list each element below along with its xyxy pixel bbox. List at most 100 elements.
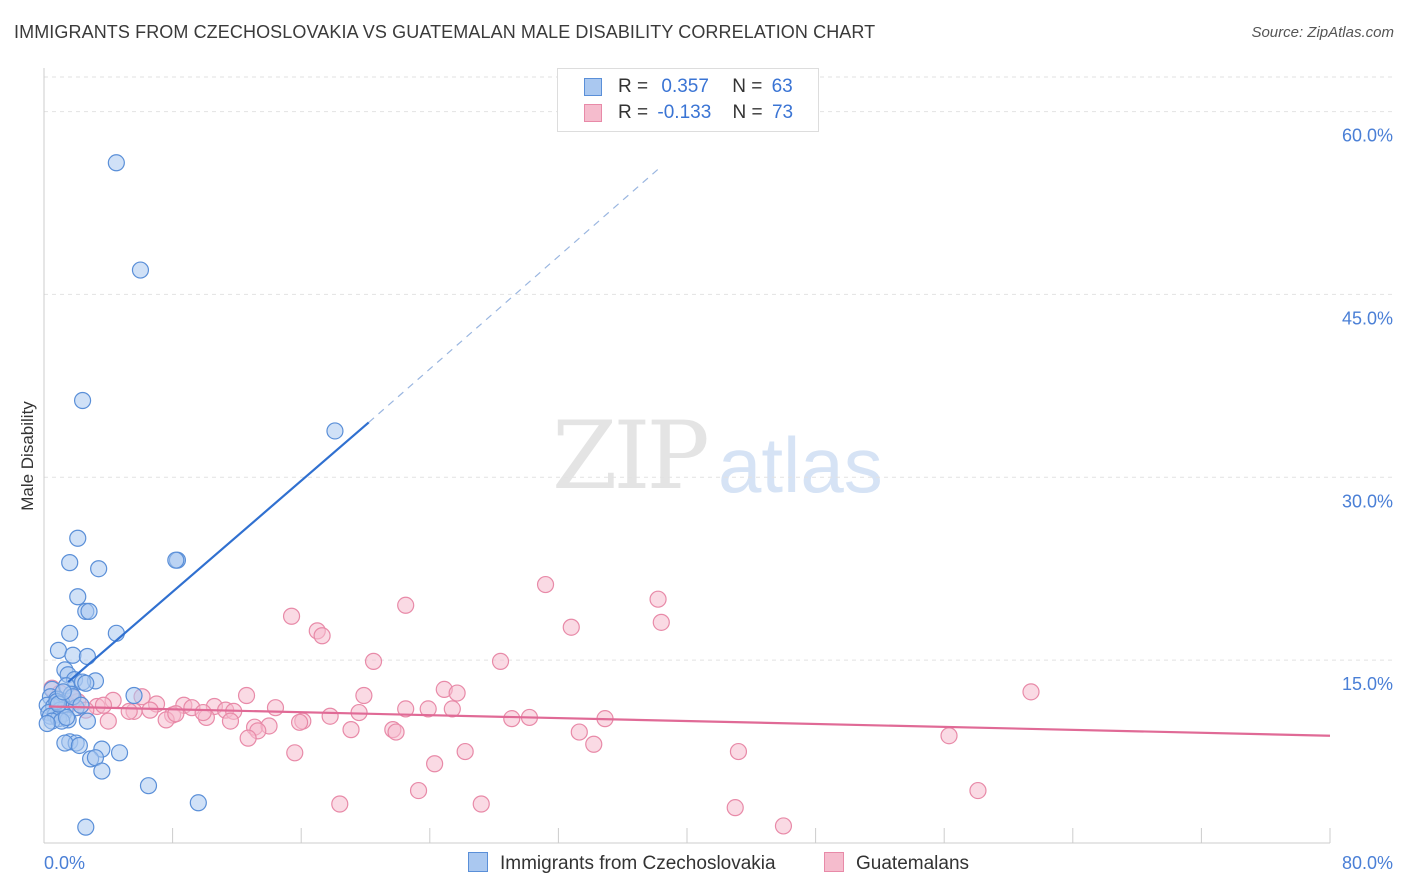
guatemalans-point [649,590,667,608]
guatemalans-point [387,723,405,741]
bottom-legend-label: Immigrants from Czechoslovakia [500,853,776,874]
czechoslovakia-point [72,696,90,714]
guatemalans-point [472,795,490,813]
guatemalans-point [239,729,257,747]
guatemalans-point [456,742,474,761]
bottom-legend-swatch-pink [824,852,844,872]
guatemalans-point [397,700,415,718]
czechoslovakia-point [167,551,185,569]
guatemalans-point [286,744,304,762]
czechoslovakia-point [69,588,87,606]
czechoslovakia-point [77,818,95,836]
guatemalans-point [443,700,461,718]
czechoslovakia-point [77,674,95,692]
guatemalans-point [342,721,360,739]
guatemalans-point [969,781,987,800]
guatemalans-point [426,755,444,773]
guatemalans-point [194,703,212,722]
bottom-legend-label: Guatemalans [856,853,970,874]
guatemalans-point [503,710,521,728]
czechoslovakia-point [326,422,344,440]
guatemalans-point [321,707,339,725]
watermark-atlas: atlas [718,421,883,509]
guatemalans-point [774,817,793,835]
legend-n-label: N = [732,76,763,97]
guatemalans-point [99,712,117,730]
czechoslovakia-point [57,708,76,727]
czechoslovakia-point [93,762,111,780]
czechoslovakia-point [78,647,97,666]
czechoslovakia-point [70,736,88,755]
czechoslovakia-point [80,602,98,620]
bottom-legend-guatemalans: Guatemalans [824,852,969,875]
czechoslovakia-point [131,261,150,279]
guatemalans-point [940,727,958,745]
guatemalans-point [397,596,415,614]
guatemalans-point [94,696,113,714]
guatemalans-point [562,618,580,636]
czechoslovakia-point [49,641,68,659]
czechoslovakia-point [90,560,108,578]
guatemalans-point [652,613,670,631]
legend-n-value: 63 [771,76,793,97]
y-tick-label: 45.0% [1342,308,1393,328]
guatemalans-point [141,701,159,719]
czechoslovakia-point [73,391,92,410]
legend-r-label: R = [618,102,649,123]
source-label: Source: ZipAtlas.com [1251,24,1394,41]
guatemalans-point [726,799,744,817]
guatemalans-point [266,699,285,717]
guatemalans-point [1022,683,1040,701]
y-tick-label: 15.0% [1342,674,1393,694]
czechoslovakia-point [125,686,143,705]
guatemalans-point [536,575,555,594]
guatemalans-point [729,742,748,761]
czechoslovakia-point [64,646,82,664]
czechoslovakia-point [38,714,56,733]
bottom-legend-swatch-blue [468,852,488,872]
legend-n-value: 73 [771,102,794,123]
guatemalans-point [585,735,603,753]
guatemalans-point [364,652,383,670]
guatemalans-point [290,713,309,731]
y-axis-label: Male Disability [18,401,37,511]
chart-title: IMMIGRANTS FROM CZECHOSLOVAKIA VS GUATEM… [14,22,876,42]
guatemalans-point [221,712,240,730]
legend-r-value: 0.357 [661,76,709,97]
legend-n-label: N = [732,102,763,123]
guatemalans-point [355,686,373,705]
watermark-zip: ZIP [552,402,710,511]
czechoslovakia-point [110,744,129,762]
czechoslovakia-point [139,777,158,795]
guatemalans-point [448,684,466,702]
legend-swatch-pink [584,104,602,122]
guatemalans-point [491,652,510,670]
grid-lines [44,76,1392,661]
czechoslovakia-point [56,734,74,752]
czechoslovakia-point [69,529,87,547]
czechoslovakia-point [78,712,97,730]
guatemalans-point [282,607,301,625]
y-tick-label: 30.0% [1342,491,1393,511]
czechoslovakia-point [61,624,79,642]
guatemalans-point [409,781,428,800]
guatemalans-point [313,627,331,645]
legend-r-label: R = [618,76,649,97]
guatemalans-point [331,795,349,813]
czechoslovakia-points [38,154,344,836]
tick-labels: 15.0% 30.0% 45.0% 60.0% 0.0% 80.0% [44,126,1393,873]
bottom-legend-czechoslovakia: Immigrants from Czechoslovakia [468,852,776,875]
guatemalans-points [43,575,1040,835]
czechoslovakia-trend-line [67,421,370,683]
legend-r-value: -0.133 [657,102,712,123]
czechoslovakia-point [54,683,72,701]
x-tick-label: 0.0% [44,853,85,873]
guatemalans-point [120,702,138,720]
y-tick-label: 60.0% [1342,126,1393,146]
x-tick-label: 80.0% [1342,853,1393,873]
czechoslovakia-point [61,554,79,572]
czechoslovakia-point [107,624,125,642]
guatemalans-point [237,686,256,705]
trend-lines [48,165,1331,737]
